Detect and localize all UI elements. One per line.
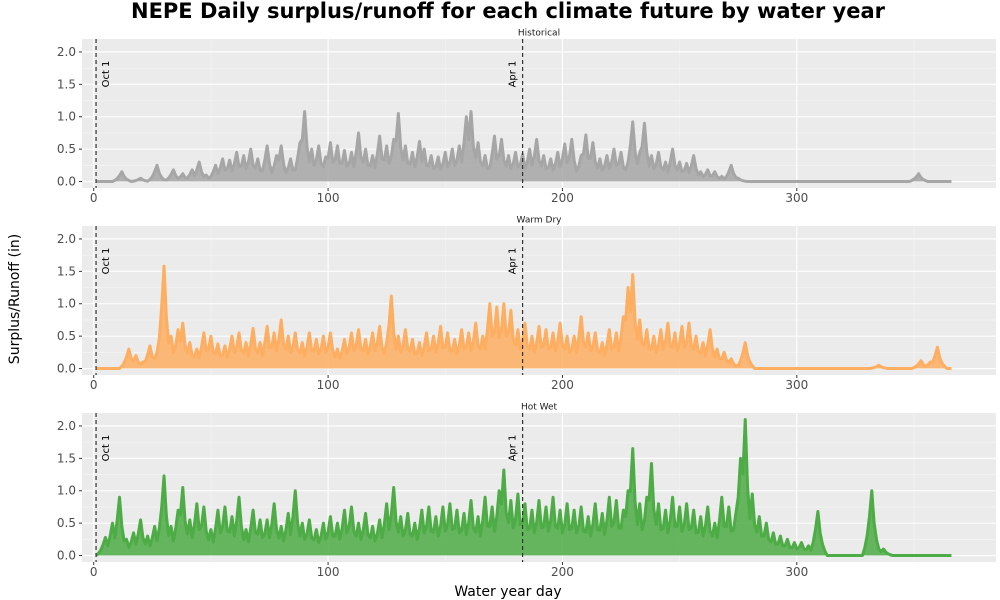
y-tick-label: 2.0	[57, 45, 76, 59]
y-axis-title: Surplus/Runoff (in)	[7, 234, 23, 364]
y-tick-label: 0.0	[57, 175, 76, 189]
facet-panel-historical: Historical Oct 1 Apr 1 0.0 0.5 1.0 1.5 2.0 0 100 2…	[57, 26, 996, 205]
facet-strip	[82, 26, 996, 39]
facet-strip	[82, 213, 996, 226]
facet-panels: Historical Oct 1 Apr 1 0.0 0.5 1.0 1.5 2.0 0 100 2…	[57, 26, 996, 579]
x-tick-label: 0	[90, 378, 98, 392]
reference-line-label: Oct 1	[101, 435, 112, 462]
y-tick-label: 0.5	[57, 516, 76, 530]
x-tick-label: 300	[785, 378, 808, 392]
facet-strip-label: Historical	[518, 29, 560, 39]
y-tick-label: 1.5	[57, 77, 76, 91]
y-tick-label: 0.5	[57, 142, 76, 156]
x-tick-label: 0	[90, 191, 98, 205]
facet-panel-hot-wet: Hot Wet Oct 1 Apr 1 0.0 0.5 1.0 1.5 2.0 0 100 200 3…	[57, 400, 996, 579]
y-tick-label: 0.0	[57, 362, 76, 376]
y-tick-label: 2.0	[57, 419, 76, 433]
facet-panel-warm-dry: Warm Dry Oct 1 Apr 1 0.0 0.5 1.0 1.5 2.0 0 100 200…	[57, 213, 996, 392]
series-line	[96, 264, 952, 371]
y-tick-label: 1.5	[57, 264, 76, 278]
y-tick-label: 1.0	[57, 484, 76, 498]
reference-line-label: Apr 1	[508, 248, 519, 275]
x-tick-label: 100	[317, 191, 340, 205]
y-tick-label: 0.5	[57, 329, 76, 343]
x-tick-label: 300	[785, 565, 808, 579]
facet-strip-label: Warm Dry	[517, 216, 563, 226]
series-line	[95, 417, 952, 558]
x-tick-label: 100	[317, 565, 340, 579]
x-tick-label: 300	[785, 191, 808, 205]
reference-line-label: Apr 1	[508, 61, 519, 88]
facet-strip-label: Hot Wet	[521, 403, 558, 413]
x-tick-label: 100	[317, 378, 340, 392]
x-tick-label: 200	[551, 191, 574, 205]
x-axis-title: Water year day	[454, 584, 561, 600]
chart-title: NEPE Daily surplus/runoff for each clima…	[131, 0, 886, 23]
y-tick-label: 1.5	[57, 451, 76, 465]
y-tick-label: 2.0	[57, 232, 76, 246]
x-tick-label: 0	[90, 565, 98, 579]
reference-line-label: Oct 1	[101, 61, 112, 88]
series-area	[96, 111, 952, 182]
y-tick-label: 0.0	[57, 549, 76, 563]
reference-line-label: Apr 1	[508, 435, 519, 462]
series-line	[96, 110, 952, 184]
x-tick-label: 200	[551, 378, 574, 392]
y-tick-label: 1.0	[57, 297, 76, 311]
series-area	[96, 419, 952, 556]
x-tick-label: 200	[551, 565, 574, 579]
reference-line-label: Oct 1	[101, 248, 112, 275]
facet-strip	[82, 400, 996, 413]
y-tick-label: 1.0	[57, 110, 76, 124]
